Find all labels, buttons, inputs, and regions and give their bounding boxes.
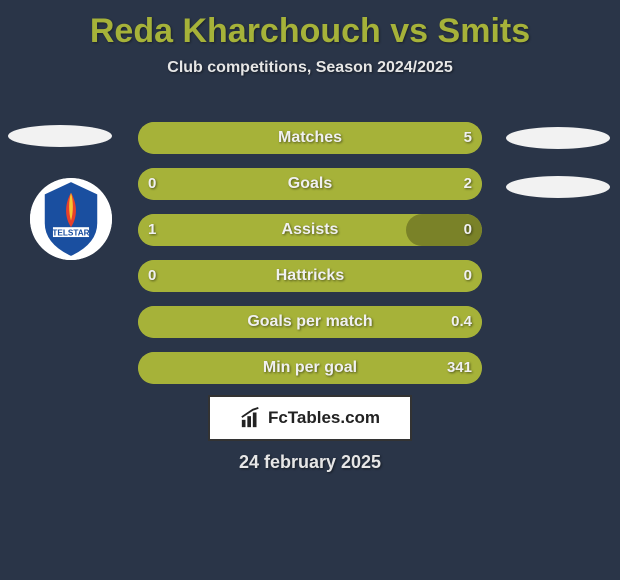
stat-row-min-per-goal: Min per goal 341 — [138, 352, 482, 384]
fctables-logo: FcTables.com — [208, 395, 412, 441]
stat-row-matches: Matches 5 — [138, 122, 482, 154]
fctables-logo-text: FcTables.com — [268, 408, 380, 428]
player-right-avatar-placeholder-2 — [506, 176, 610, 198]
player-right-avatar-placeholder-1 — [506, 127, 610, 149]
stat-row-goals: 0 Goals 2 — [138, 168, 482, 200]
club-badge-icon: TELSTAR — [30, 178, 112, 260]
value-right: 0 — [454, 260, 482, 292]
stat-label: Hattricks — [138, 260, 482, 292]
value-right: 0 — [454, 214, 482, 246]
stat-label: Goals per match — [138, 306, 482, 338]
bar-chart-icon — [240, 407, 262, 429]
value-right: 341 — [437, 352, 482, 384]
stat-label: Goals — [138, 168, 482, 200]
stat-label: Matches — [138, 122, 482, 154]
page-title: Reda Kharchouch vs Smits — [0, 0, 620, 51]
subtitle: Club competitions, Season 2024/2025 — [0, 59, 620, 77]
stats-comparison: Matches 5 0 Goals 2 1 Assists 0 0 Hattri… — [138, 122, 482, 398]
player-left-avatar-placeholder — [8, 125, 112, 147]
stat-row-hattricks: 0 Hattricks 0 — [138, 260, 482, 292]
value-right: 0.4 — [441, 306, 482, 338]
stat-label: Assists — [138, 214, 482, 246]
stat-row-goals-per-match: Goals per match 0.4 — [138, 306, 482, 338]
stat-row-assists: 1 Assists 0 — [138, 214, 482, 246]
value-right: 5 — [454, 122, 482, 154]
date: 24 february 2025 — [0, 452, 620, 473]
value-right: 2 — [454, 168, 482, 200]
svg-text:TELSTAR: TELSTAR — [52, 228, 89, 237]
comparison-infographic: Reda Kharchouch vs Smits Club competitio… — [0, 0, 620, 580]
stat-label: Min per goal — [138, 352, 482, 384]
